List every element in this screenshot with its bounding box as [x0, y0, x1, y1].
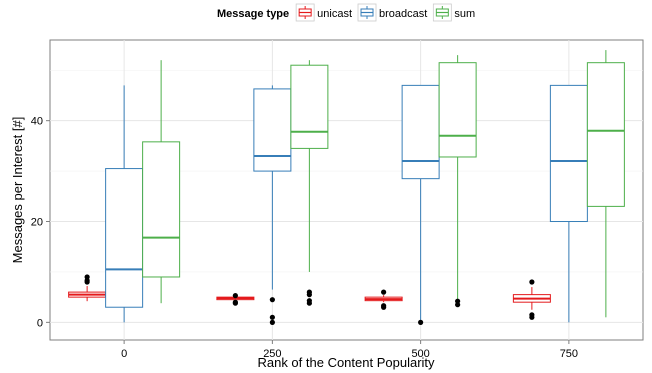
y-tick-label: 0	[37, 317, 43, 329]
box-series	[68, 50, 625, 325]
box-broadcast-250	[253, 85, 292, 325]
y-tick-label: 40	[31, 116, 43, 128]
x-axis-title: Rank of the Content Popularity	[257, 355, 435, 370]
box-sum-500	[438, 55, 477, 308]
outlier-point	[269, 314, 275, 320]
box-broadcast-0	[105, 85, 144, 323]
box-iqr	[586, 62, 625, 207]
legend-item-sum: sum	[432, 3, 475, 22]
y-axis: 0 20 40	[31, 116, 50, 329]
outlier-point	[455, 298, 461, 304]
outlier-point	[381, 289, 387, 295]
series-unicast	[68, 274, 551, 320]
legend-item-unicast: unicast	[295, 3, 352, 22]
box-broadcast-750	[549, 84, 588, 323]
outlier-point	[418, 319, 424, 325]
legend-item-broadcast: broadcast	[357, 3, 427, 22]
outlier-point	[529, 279, 535, 285]
x-tick-label: 250	[263, 348, 281, 360]
outlier-point	[306, 289, 312, 295]
box-iqr	[438, 62, 477, 158]
box-iqr	[142, 141, 181, 278]
box-unicast-500	[364, 289, 403, 310]
box-broadcast-500	[401, 84, 440, 325]
outlier-point	[306, 298, 312, 304]
outlier-point	[269, 319, 275, 325]
legend-title: Message type	[217, 8, 289, 20]
legend-label: sum	[454, 8, 475, 20]
box-iqr	[549, 84, 588, 223]
outlier-point	[529, 312, 535, 318]
outlier-point	[381, 303, 387, 309]
box-sum-750	[586, 50, 625, 318]
outlier-point	[269, 297, 275, 303]
outlier-point	[232, 293, 238, 299]
legend-items: unicast broadcast sum	[295, 3, 475, 22]
box-sum-250	[290, 60, 329, 306]
box-iqr	[290, 64, 329, 149]
x-tick-label: 750	[560, 348, 578, 360]
legend: Message type unicast broadcast sum	[217, 3, 475, 22]
outlier-point	[232, 299, 238, 305]
box-iqr	[105, 168, 144, 308]
outlier-point	[84, 274, 90, 280]
legend-label: broadcast	[379, 8, 427, 20]
x-tick-label: 500	[411, 348, 429, 360]
y-tick-label: 20	[31, 217, 43, 229]
box-unicast-250	[216, 293, 255, 306]
box-unicast-750	[512, 279, 551, 320]
box-iqr	[253, 88, 292, 172]
y-axis-title: Messages per Interest [#]	[10, 117, 25, 264]
series-sum	[142, 50, 625, 318]
x-tick-label: 0	[121, 348, 127, 360]
series-broadcast	[105, 84, 588, 325]
box-sum-0	[142, 60, 181, 304]
box-iqr	[401, 84, 440, 180]
legend-label: unicast	[317, 8, 352, 20]
x-axis: 0 250 500 750	[121, 340, 578, 360]
